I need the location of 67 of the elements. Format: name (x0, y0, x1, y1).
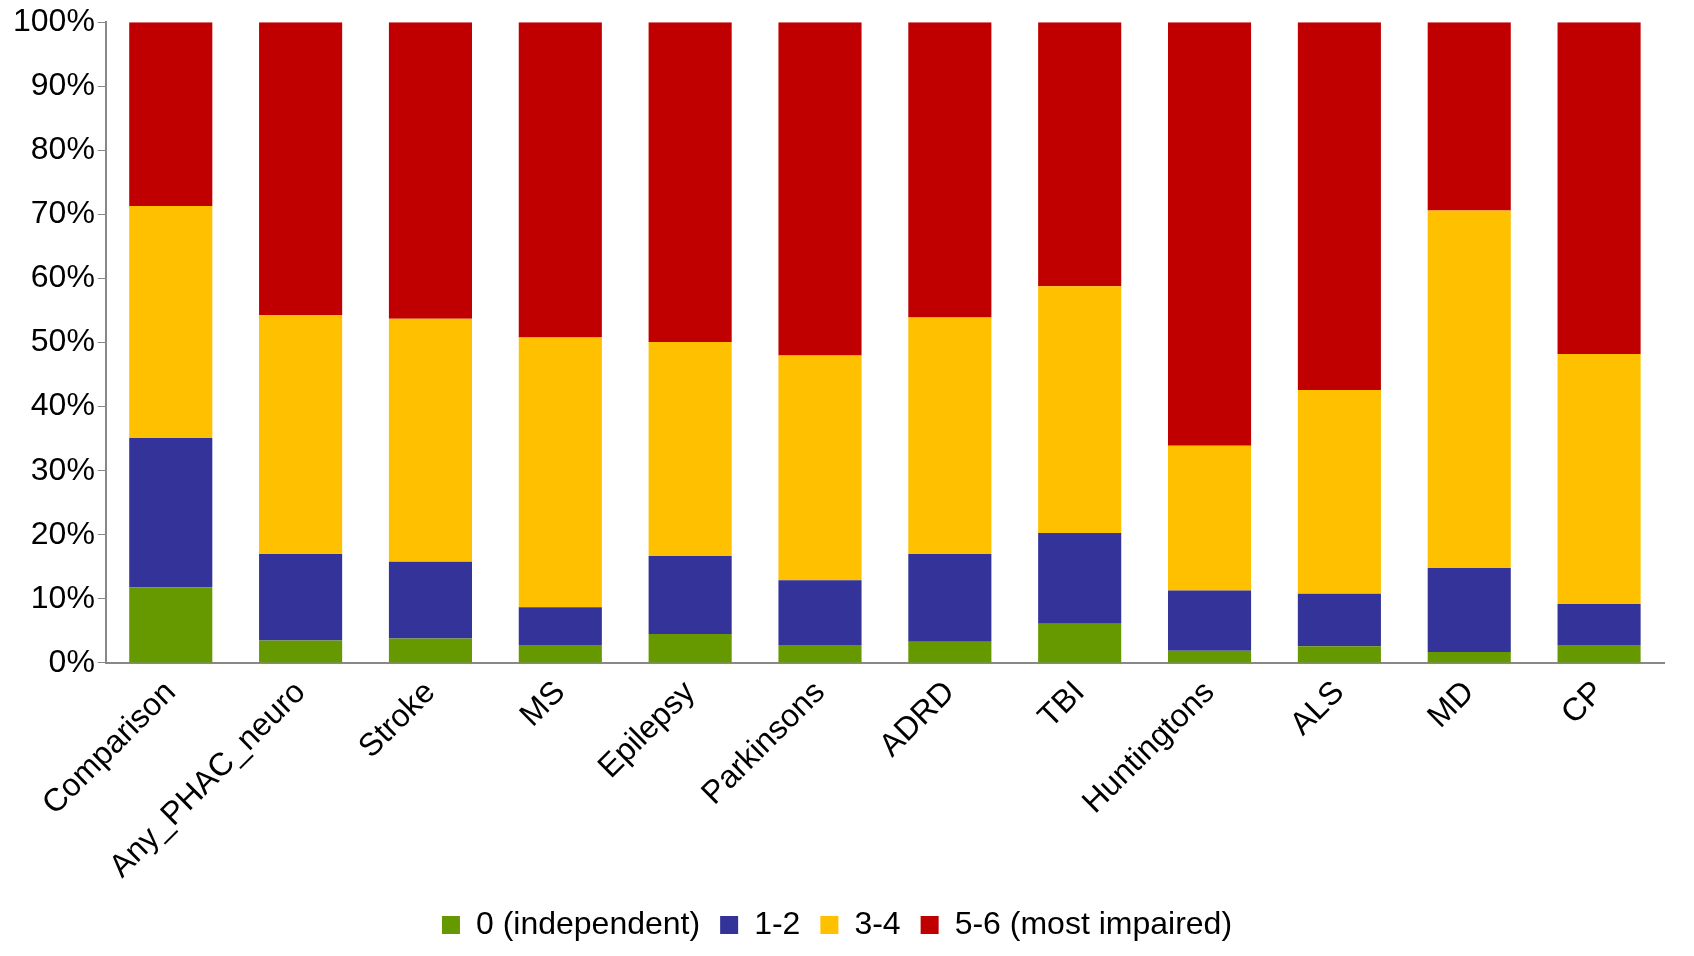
bar (648, 341, 732, 556)
x-tick-label: MS (512, 673, 572, 733)
y-tick-label: 30% (30, 450, 95, 487)
bar (1557, 604, 1641, 646)
bar (1557, 354, 1641, 604)
bar (908, 641, 992, 663)
bar (1427, 210, 1511, 569)
y-tick-label: 0% (48, 642, 95, 679)
bar (1167, 590, 1252, 651)
legend-label: 5-6 (most impaired) (954, 904, 1233, 941)
y-tick-label: 40% (30, 386, 95, 423)
bar (1038, 623, 1122, 663)
bar (1297, 389, 1381, 594)
bar (778, 580, 862, 646)
bar (1167, 650, 1252, 663)
bar (1297, 646, 1381, 663)
bar (1167, 445, 1252, 591)
bar (1038, 22, 1122, 287)
bar (259, 22, 343, 316)
y-tick-label: 90% (30, 66, 95, 103)
y-tick-label: 10% (30, 578, 95, 615)
bar (908, 554, 992, 642)
y-tick-label: 50% (30, 322, 95, 359)
legend-label: 1-2 (754, 904, 801, 941)
bar (1427, 652, 1511, 663)
bar (518, 22, 602, 338)
bar (908, 22, 992, 318)
y-tick-label: 100% (13, 2, 95, 39)
bar (259, 554, 343, 641)
bar (129, 587, 213, 663)
bar (778, 355, 862, 581)
bar (388, 22, 473, 319)
bar (1297, 593, 1381, 647)
bar (1167, 22, 1252, 446)
bar (518, 337, 602, 608)
bar (1038, 286, 1122, 533)
bar (648, 555, 732, 635)
bar (388, 561, 473, 639)
y-tick-label: 20% (30, 514, 95, 551)
y-tick-label: 80% (30, 130, 95, 167)
bar (259, 640, 343, 663)
bar (778, 22, 862, 356)
y-tick-label: 70% (30, 194, 95, 231)
bar (908, 317, 992, 555)
bar (259, 315, 343, 555)
bar (1427, 568, 1511, 653)
bar (648, 634, 732, 663)
bar (1297, 22, 1381, 390)
bar (1557, 645, 1641, 663)
legend-label: 0 (independent) (475, 904, 701, 941)
bar (129, 22, 213, 207)
bar (1427, 22, 1511, 211)
bar (778, 645, 862, 663)
bar (129, 438, 213, 588)
x-tick-label: CP (1553, 673, 1611, 731)
bar (1557, 22, 1641, 355)
bar (518, 645, 602, 663)
bar (388, 638, 473, 663)
legend-label: 3-4 (854, 904, 901, 941)
bar (388, 318, 473, 562)
bar (648, 22, 732, 342)
bar (1038, 532, 1122, 624)
x-tick-label: ALS (1282, 673, 1351, 742)
bar (129, 206, 213, 439)
bar (518, 607, 602, 646)
y-tick-label: 60% (30, 258, 95, 295)
x-tick-label: MD (1419, 673, 1481, 734)
